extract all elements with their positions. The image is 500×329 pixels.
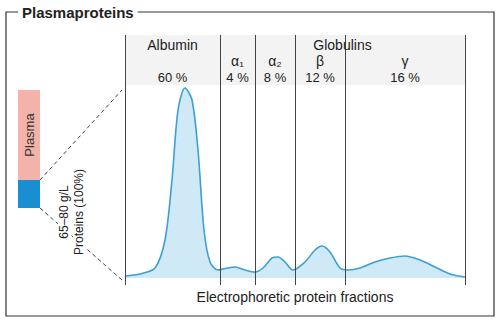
svg-text:α₁: α₁ [231, 53, 244, 69]
svg-text:Plasmaproteins: Plasmaproteins [22, 4, 134, 21]
svg-text:γ: γ [402, 53, 409, 69]
svg-text:β: β [316, 53, 324, 69]
svg-text:60 %: 60 % [158, 70, 188, 85]
svg-text:4 %: 4 % [226, 70, 249, 85]
svg-text:12 %: 12 % [305, 70, 335, 85]
svg-text:α₂: α₂ [268, 53, 282, 69]
svg-text:Plasma: Plasma [22, 113, 37, 157]
svg-text:Electrophoretic protein fracti: Electrophoretic protein fractions [197, 289, 394, 305]
svg-text:Proteins (100%): Proteins (100%) [72, 169, 86, 255]
svg-text:65–80 g/L: 65–80 g/L [57, 185, 71, 239]
svg-text:Albumin: Albumin [147, 37, 198, 53]
svg-text:8 %: 8 % [264, 70, 287, 85]
svg-text:Globulins: Globulins [313, 37, 371, 53]
svg-text:16 %: 16 % [390, 70, 420, 85]
